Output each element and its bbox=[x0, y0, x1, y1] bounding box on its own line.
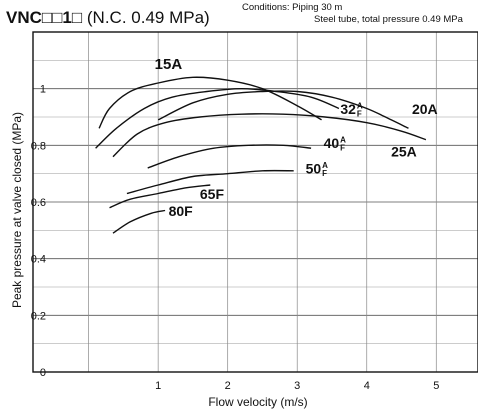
series-lines bbox=[95, 76, 427, 234]
y-tick-label: 0.8 bbox=[31, 140, 46, 152]
tick-labels: 1 2 3 4 5 0 0.2 0.4 0.6 0.8 1 bbox=[31, 84, 440, 392]
y-tick-label: 1 bbox=[40, 84, 46, 96]
series-line bbox=[157, 90, 409, 129]
x-tick-label: 1 bbox=[155, 380, 161, 392]
model-code: VNC□□1□ bbox=[6, 8, 83, 27]
x-tick-label: 3 bbox=[294, 380, 300, 392]
series-label: 15A bbox=[155, 56, 183, 73]
series-label: 25A bbox=[391, 144, 417, 160]
x-axis-label: Flow velocity (m/s) bbox=[208, 395, 307, 409]
series-line bbox=[147, 144, 312, 169]
plot-frame bbox=[32, 31, 478, 373]
series-line bbox=[112, 209, 166, 234]
series-line bbox=[98, 76, 322, 129]
grid-lines bbox=[33, 31, 478, 373]
series-label: 20A bbox=[412, 101, 438, 117]
y-tick-label: 0.2 bbox=[31, 310, 46, 322]
series-line bbox=[109, 184, 211, 209]
conditions-line-1: Conditions: Piping 30 m bbox=[242, 2, 343, 13]
series-label: 80F bbox=[169, 203, 194, 219]
condition-pressure: (N.C. 0.49 MPa) bbox=[86, 8, 210, 27]
y-axis-label: Peak pressure at valve closed (MPa) bbox=[10, 112, 24, 308]
series-line bbox=[126, 169, 294, 195]
series-label: 65F bbox=[200, 186, 225, 202]
series-label: 50A F bbox=[306, 161, 329, 178]
series-labels: 15A 32A F 20A 25A 40A F 50A F 65F 80F bbox=[155, 56, 438, 219]
y-tick-label: 0.6 bbox=[31, 197, 46, 209]
x-tick-label: 4 bbox=[364, 380, 370, 392]
x-tick-label: 5 bbox=[433, 380, 439, 392]
chart-title: VNC□□1□ (N.C. 0.49 MPa) bbox=[6, 8, 210, 28]
conditions-line-2: Steel tube, total pressure 0.49 MPa bbox=[314, 13, 463, 25]
series-label: 32A F bbox=[340, 101, 363, 118]
y-tick-label: 0 bbox=[40, 367, 46, 379]
series-line bbox=[95, 87, 340, 149]
test-conditions: Conditions: Piping 30 m Steel tube, tota… bbox=[242, 2, 463, 25]
y-tick-label: 0.4 bbox=[31, 254, 46, 266]
series-label: 40A F bbox=[324, 135, 347, 152]
series-line bbox=[112, 113, 427, 158]
x-tick-label: 2 bbox=[225, 380, 231, 392]
